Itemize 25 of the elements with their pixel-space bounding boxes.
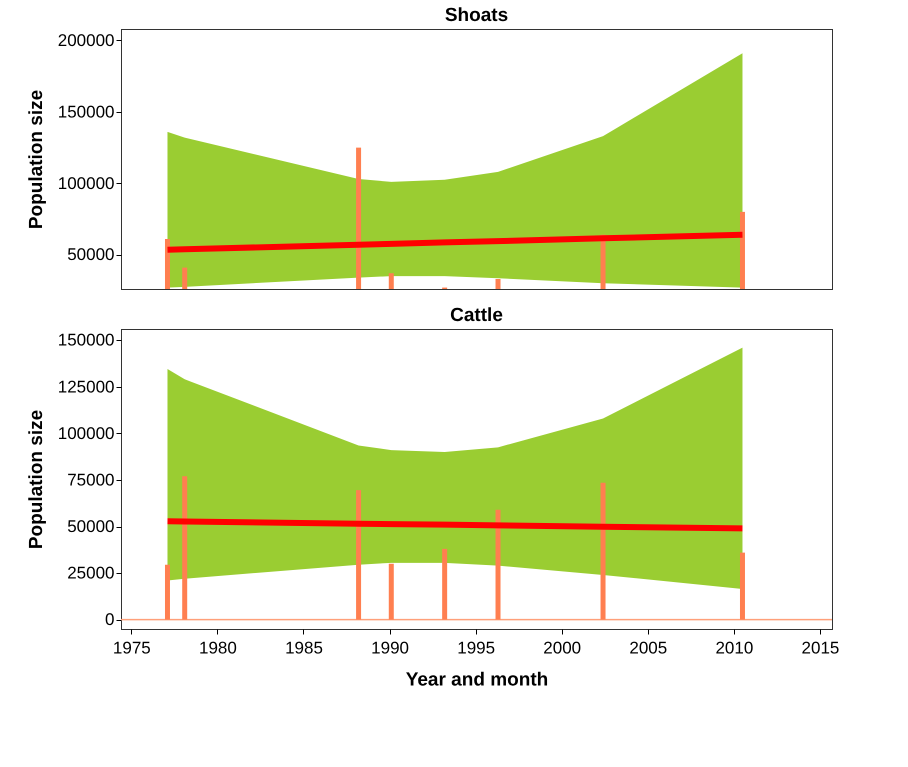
x-tick-label: 2005: [629, 638, 668, 658]
x-tick-label: 1980: [198, 638, 237, 658]
y-tick-label: 100000: [58, 424, 114, 443]
chart-title: Cattle: [450, 305, 503, 326]
y-tick-label: 50000: [67, 517, 114, 536]
x-tick-label: 2010: [715, 638, 754, 658]
chart-title: Shoats: [444, 5, 508, 26]
x-tick-label: 1995: [457, 638, 496, 658]
x-tick-label: 1985: [285, 638, 323, 658]
y-tick-label: 50000: [67, 245, 114, 264]
y-tick-label: 125000: [58, 377, 114, 396]
x-axis-title: Year and month: [406, 670, 548, 690]
y-tick-label: 0: [105, 610, 114, 630]
y-axis-title: Population size: [26, 410, 47, 550]
y-tick-label: 75000: [67, 470, 114, 490]
y-tick-label: 150000: [58, 330, 114, 350]
y-tick-label: 25000: [67, 564, 114, 583]
x-tick-label: 2015: [802, 638, 840, 658]
x-tick-label: 1990: [371, 638, 409, 658]
y-tick-label: 150000: [58, 102, 114, 122]
x-tick-label: 1975: [112, 638, 151, 658]
y-tick-label: 200000: [58, 30, 114, 50]
y-tick-label: 100000: [58, 174, 114, 193]
x-tick-label: 2000: [543, 638, 582, 658]
y-axis-title: Population size: [26, 90, 47, 230]
